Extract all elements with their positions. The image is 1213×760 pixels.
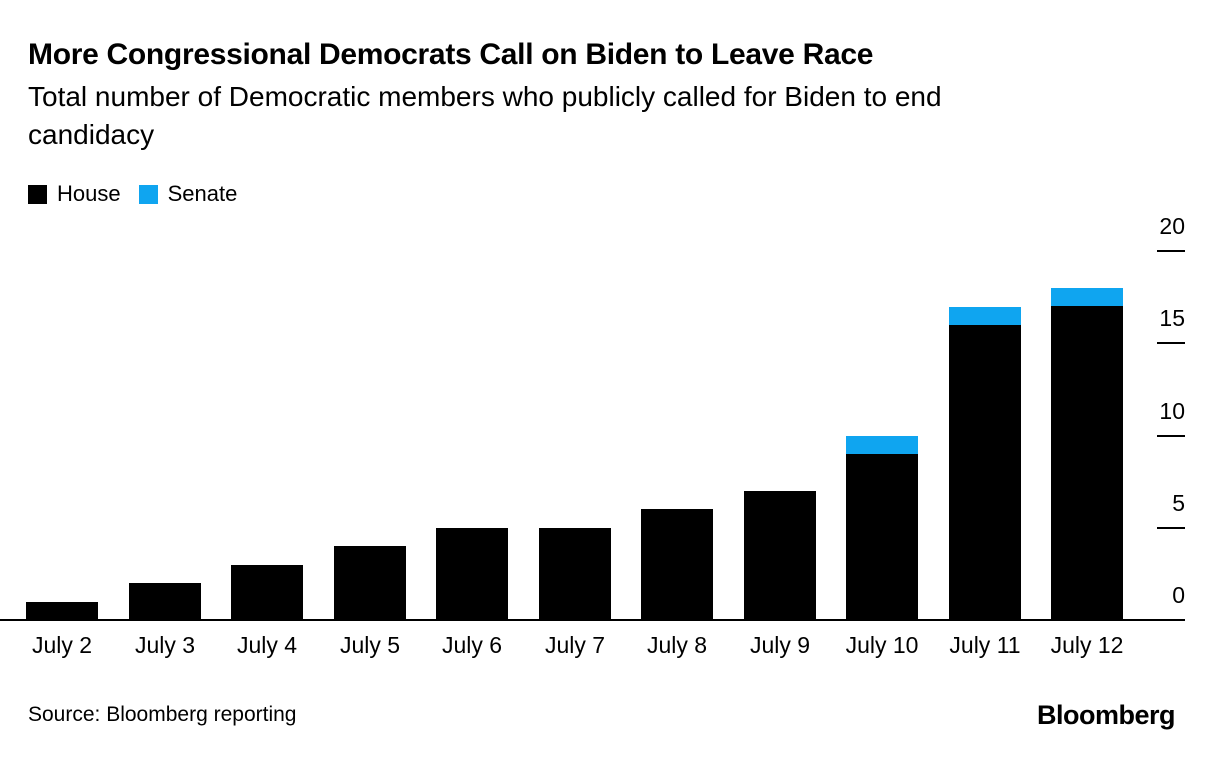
x-axis-label: July 5 [339, 632, 401, 658]
bar-house-segment [26, 602, 98, 620]
bloomberg-logo: Bloomberg [1036, 700, 1176, 730]
y-axis-tick [1157, 527, 1185, 529]
y-axis-tick [1157, 250, 1185, 252]
x-axis-label: July 3 [134, 632, 196, 658]
x-axis-label: July 8 [646, 632, 708, 658]
source-note: Source: Bloomberg reporting [28, 703, 297, 726]
x-axis-label: July 12 [1050, 632, 1124, 658]
bar-senate-segment [846, 436, 918, 454]
bar-house-segment [436, 528, 508, 620]
chart-subtitle: Total number of Democratic members who p… [28, 81, 942, 150]
chart-title: More Congressional Democrats Call on Bid… [28, 38, 874, 71]
legend-swatch [138, 184, 158, 204]
legend-label: Senate [167, 181, 238, 206]
x-axis-label: July 6 [441, 632, 503, 658]
y-axis-label: 15 [1159, 305, 1185, 331]
x-axis-label: July 11 [949, 632, 1021, 658]
y-axis-label: 20 [1159, 213, 1185, 239]
bar-house-segment [949, 325, 1021, 620]
bar-senate-segment [949, 307, 1021, 325]
bar-house-segment [1051, 306, 1123, 620]
y-axis-label: 5 [1172, 490, 1185, 516]
y-axis-label: 0 [1172, 582, 1185, 608]
legend-swatch [28, 184, 47, 204]
bar-house-segment [846, 454, 918, 620]
x-axis-label: July 2 [31, 632, 93, 658]
x-axis-line [0, 619, 1185, 621]
bar-house-segment [539, 528, 611, 620]
y-axis-label: 10 [1159, 398, 1185, 424]
legend-item-house: House [28, 181, 121, 207]
bar-senate-segment [1051, 288, 1123, 306]
legend: House Senate [28, 181, 255, 207]
bar-house-segment [334, 546, 406, 620]
bar-house-segment [744, 491, 816, 620]
bar-house-segment [231, 565, 303, 620]
x-axis-label: July 4 [236, 632, 298, 658]
bar-house-segment [129, 583, 201, 620]
bar-house-segment [641, 509, 713, 620]
legend-label: House [57, 181, 121, 206]
x-axis-label: July 10 [845, 632, 919, 658]
legend-item-senate: Senate [138, 181, 238, 207]
y-axis-tick [1157, 342, 1185, 344]
y-axis-tick [1157, 435, 1185, 437]
x-axis-label: July 7 [544, 632, 606, 658]
x-axis-label: July 9 [749, 632, 811, 658]
